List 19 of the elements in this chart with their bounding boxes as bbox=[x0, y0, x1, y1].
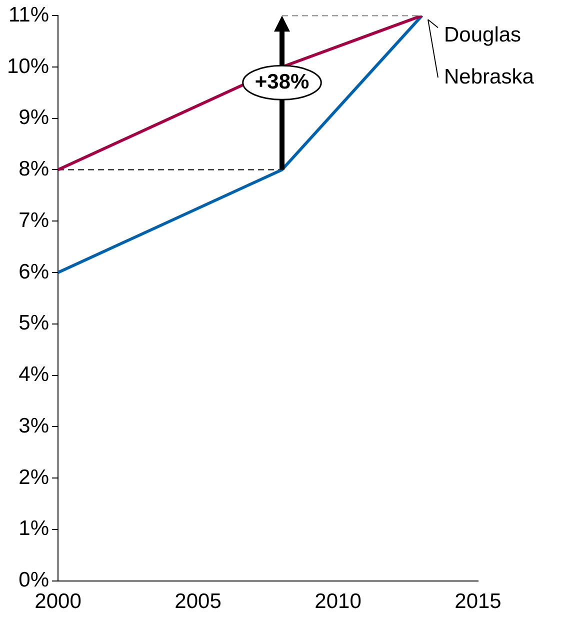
y-tick-label: 3% bbox=[18, 414, 50, 438]
y-tick-label: 1% bbox=[18, 517, 50, 540]
x-tick-label: 2015 bbox=[454, 590, 502, 614]
text: Nebraska bbox=[444, 65, 534, 88]
x-tick-label: 2010 bbox=[314, 590, 362, 614]
y-tick-label: 4% bbox=[18, 363, 50, 386]
y-tick-label: 11% bbox=[8, 3, 50, 26]
y-tick-label: 6% bbox=[18, 260, 50, 284]
y-tick-label: 5% bbox=[18, 312, 50, 335]
y-tick-label: 2% bbox=[18, 466, 50, 489]
series-label: Douglas bbox=[444, 23, 522, 46]
y-tick-label: 9% bbox=[18, 106, 50, 130]
annotation: +38% bbox=[254, 70, 310, 94]
y-tick-label: 8% bbox=[18, 158, 50, 181]
y-tick-label: 10% bbox=[7, 54, 50, 78]
x-tick-label: 2005 bbox=[174, 590, 222, 614]
y-tick-label: 7% bbox=[18, 208, 50, 232]
y-tick-label: 0% bbox=[18, 568, 50, 592]
x-tick-label: 2000 bbox=[34, 590, 82, 614]
